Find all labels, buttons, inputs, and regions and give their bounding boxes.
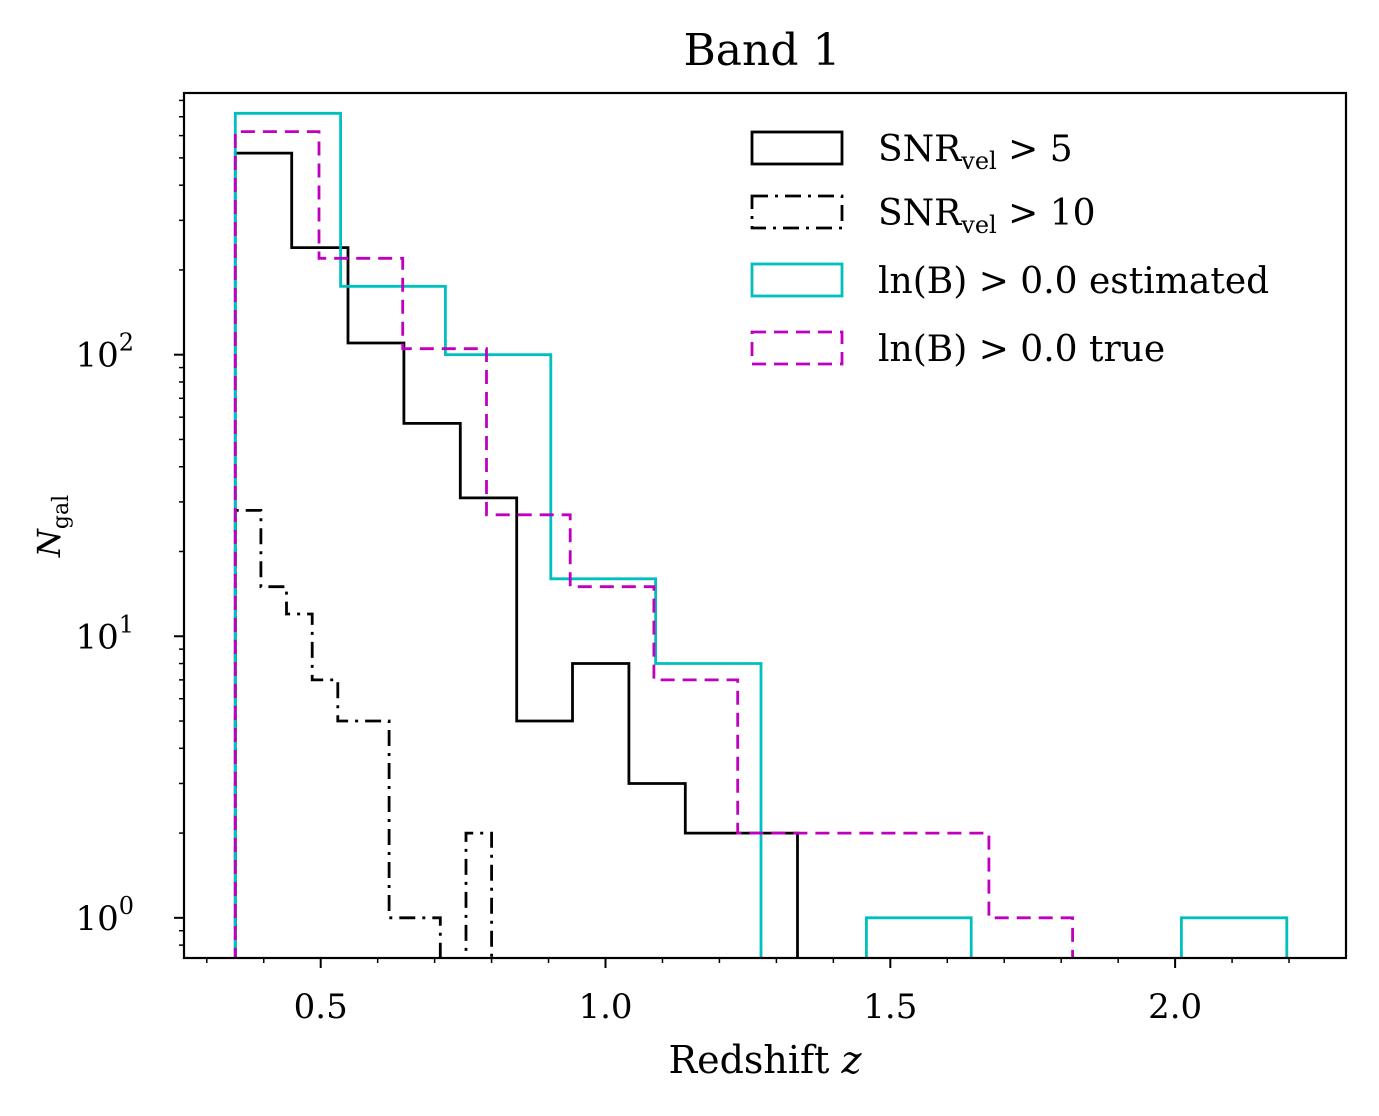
series-snr5	[233, 151, 799, 958]
legend-label: SNRvel > 5	[878, 129, 1073, 175]
y-axis-label: Ngal	[30, 495, 74, 558]
legend-swatch	[750, 330, 844, 366]
legend-label: ln(B) > 0.0 true	[878, 329, 1165, 370]
legend-swatch	[750, 262, 844, 298]
series-lnB-estimated-outline	[233, 111, 1289, 958]
series-lnB-true	[233, 130, 1074, 958]
legend-label: ln(B) > 0.0 estimated	[878, 261, 1269, 302]
y-tick-label: 100	[75, 892, 134, 939]
x-tick-label: 0.5	[294, 987, 348, 1027]
x-axis-label: Redshift z	[668, 1038, 862, 1082]
legend-entry-lnB-true: ln(B) > 0.0 true	[750, 329, 1165, 370]
legend-entry-lnB-estimated: ln(B) > 0.0 estimated	[750, 261, 1269, 302]
x-tick-label: 1.5	[863, 987, 917, 1027]
legend-entry-snr10: SNRvel > 10	[750, 193, 1096, 239]
x-tick-label: 2.0	[1148, 987, 1202, 1027]
y-tick-label: 101	[75, 610, 134, 657]
axis-ticks: 0.5 1.0 1.5 2.0 100 101 102	[75, 99, 1290, 1027]
legend-swatch	[750, 130, 844, 166]
legend: SNRvel > 5 SNRvel > 10 ln(B) > 0.0 estimat…	[750, 129, 1269, 370]
series-layer	[233, 111, 1289, 958]
legend-entry-snr5: SNRvel > 5	[750, 129, 1073, 175]
legend-label: SNRvel > 10	[878, 193, 1096, 239]
y-tick-label: 102	[75, 329, 134, 376]
x-tick-label: 1.0	[578, 987, 632, 1027]
plot-area-frame	[182, 91, 1348, 960]
series-lnB-estimated	[233, 111, 1289, 958]
series-snr5-outline	[233, 151, 799, 958]
chart-title: Band 1	[683, 25, 840, 76]
series-lnB-true-outline	[233, 130, 1074, 958]
legend-swatch	[750, 194, 844, 230]
